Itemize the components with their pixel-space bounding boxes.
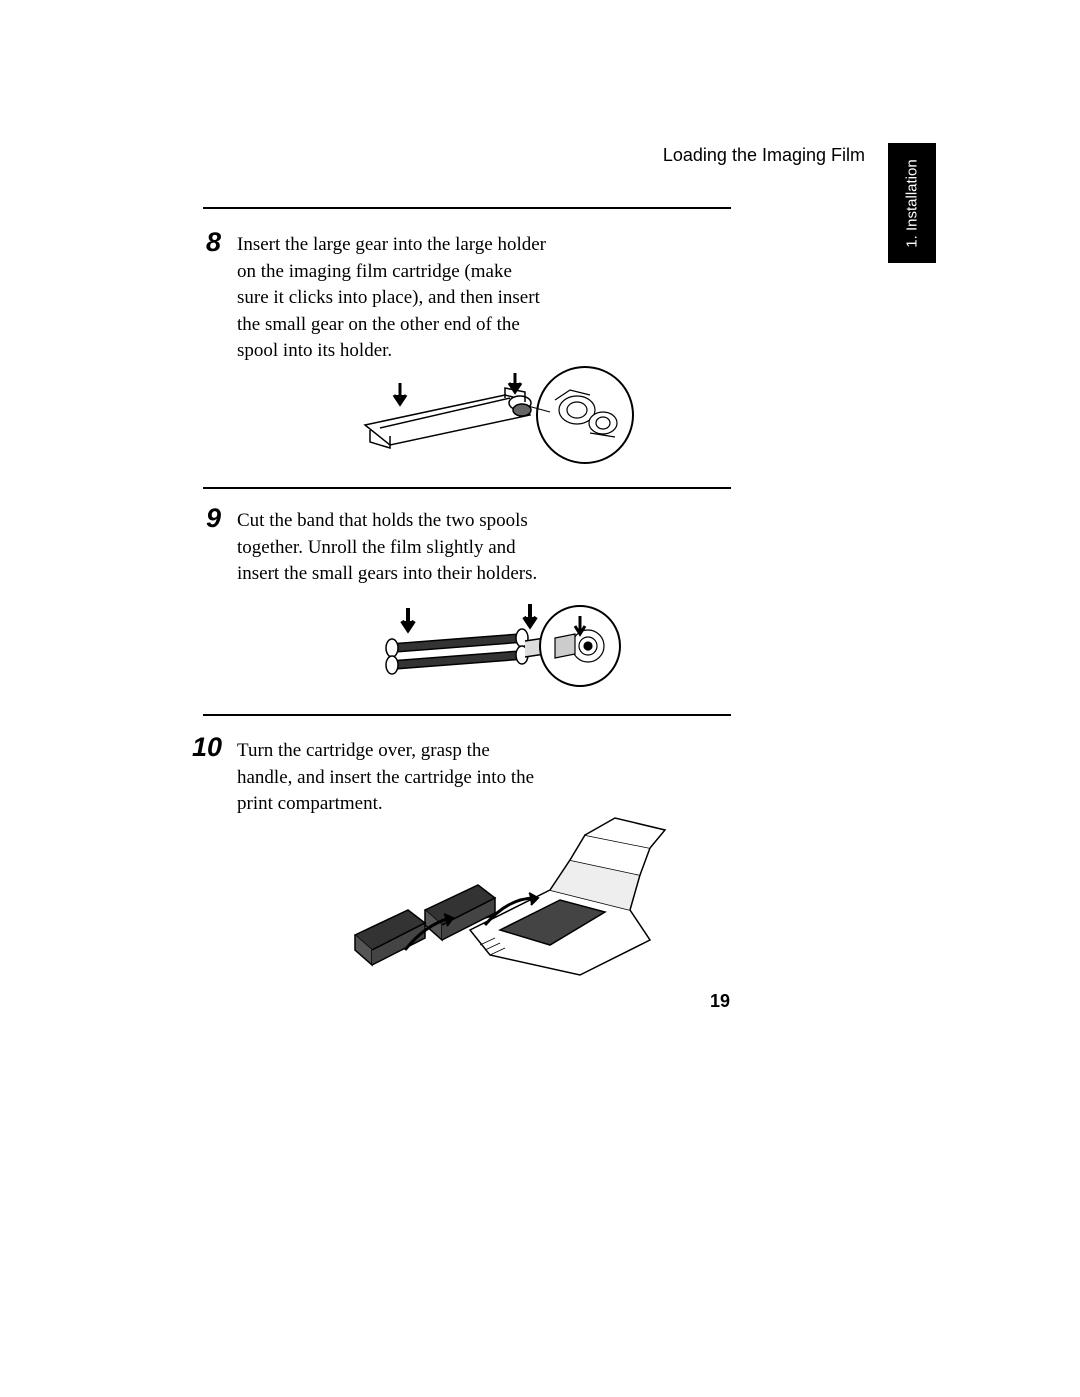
step-10-number: 10 bbox=[192, 732, 222, 763]
page-number: 19 bbox=[710, 991, 730, 1012]
step-9-illustration bbox=[370, 586, 630, 706]
section-header: Loading the Imaging Film bbox=[663, 145, 865, 166]
chapter-tab: 1. Installation bbox=[888, 143, 936, 263]
step-10-illustration bbox=[320, 800, 670, 990]
step-8-number: 8 bbox=[206, 227, 221, 258]
step-9-number: 9 bbox=[206, 503, 221, 534]
header-rule bbox=[203, 207, 731, 209]
chapter-tab-label: 1. Installation bbox=[904, 159, 921, 247]
step-divider-2 bbox=[203, 714, 731, 716]
step-divider-1 bbox=[203, 487, 731, 489]
step-8-illustration bbox=[350, 340, 650, 480]
step-9-text: Cut the band that holds the two spools t… bbox=[237, 508, 547, 588]
